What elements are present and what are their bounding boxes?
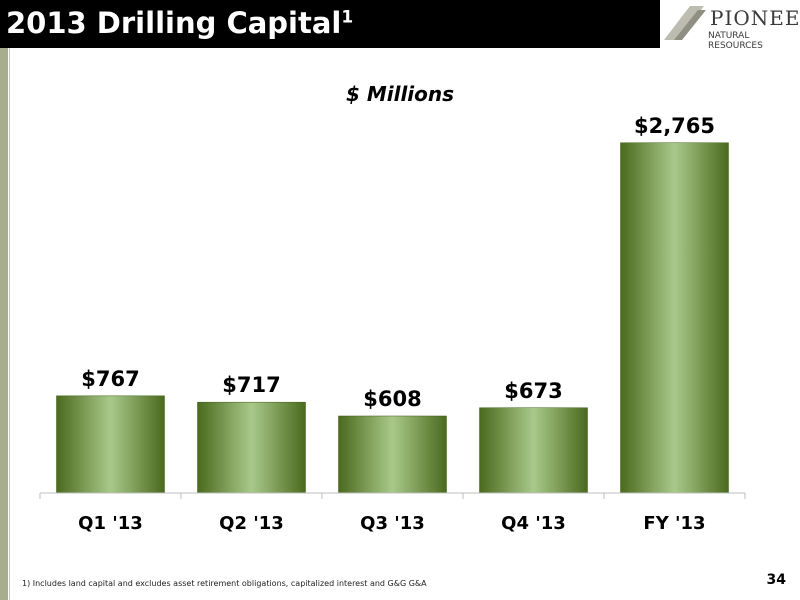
- footnote: 1) Includes land capital and excludes as…: [22, 579, 427, 588]
- data-label-3: $673: [504, 379, 562, 403]
- bar-2: [338, 415, 447, 494]
- page-title: 2013 Drilling Capital1: [6, 6, 353, 40]
- data-label-0: $767: [81, 367, 139, 391]
- bar-4: [620, 142, 729, 494]
- x-tick-label-0: Q1 '13: [78, 513, 143, 534]
- title-text: 2013 Drilling Capital: [6, 6, 342, 40]
- data-label-4: $2,765: [634, 114, 715, 138]
- title-footnote-mark: 1: [341, 7, 354, 28]
- logo-name: PIONEER: [710, 6, 800, 30]
- data-label-1: $717: [222, 373, 280, 397]
- bar-1: [197, 401, 306, 494]
- pioneer-logo: PIONEER NATURAL RESOURCES: [660, 0, 800, 51]
- title-bar: 2013 Drilling Capital1: [0, 0, 660, 48]
- left-accent-line: [9, 48, 10, 600]
- x-tick-label-3: Q4 '13: [501, 513, 566, 534]
- bar-3: [479, 407, 588, 494]
- logo-subtitle: NATURAL RESOURCES: [708, 31, 763, 51]
- logo-mark-icon: [664, 6, 706, 40]
- page-number: 34: [766, 572, 786, 588]
- left-accent-bar: [0, 48, 8, 600]
- x-tick-label-4: FY '13: [643, 513, 705, 534]
- chart-subtitle: $ Millions: [345, 82, 455, 106]
- data-label-2: $608: [363, 387, 421, 411]
- x-tick-label-1: Q2 '13: [219, 513, 284, 534]
- bar-0: [56, 395, 165, 494]
- x-tick-label-2: Q3 '13: [360, 513, 425, 534]
